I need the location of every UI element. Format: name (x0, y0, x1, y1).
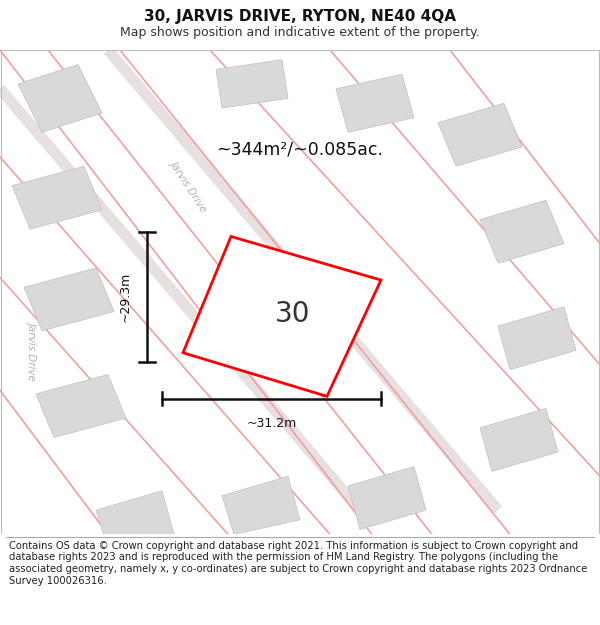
Polygon shape (183, 236, 381, 396)
Text: 30, JARVIS DRIVE, RYTON, NE40 4QA: 30, JARVIS DRIVE, RYTON, NE40 4QA (144, 9, 456, 24)
Polygon shape (438, 103, 522, 166)
Polygon shape (216, 59, 288, 108)
Polygon shape (480, 409, 558, 471)
Text: Jarvis Drive: Jarvis Drive (28, 321, 38, 380)
Polygon shape (36, 374, 126, 438)
Polygon shape (18, 64, 102, 132)
Polygon shape (348, 466, 426, 529)
Polygon shape (336, 74, 414, 132)
Text: Contains OS data © Crown copyright and database right 2021. This information is : Contains OS data © Crown copyright and d… (9, 541, 587, 586)
Text: ~344m²/~0.085ac.: ~344m²/~0.085ac. (217, 140, 383, 158)
Polygon shape (24, 268, 114, 331)
Polygon shape (498, 307, 576, 369)
Text: Jarvis Drive: Jarvis Drive (169, 158, 209, 213)
Polygon shape (222, 476, 300, 534)
Polygon shape (96, 491, 174, 549)
Text: Map shows position and indicative extent of the property.: Map shows position and indicative extent… (120, 26, 480, 39)
Text: ~31.2m: ~31.2m (247, 417, 296, 430)
Polygon shape (480, 200, 564, 263)
Polygon shape (12, 166, 102, 229)
Text: ~29.3m: ~29.3m (119, 272, 132, 322)
Text: 30: 30 (275, 300, 310, 328)
